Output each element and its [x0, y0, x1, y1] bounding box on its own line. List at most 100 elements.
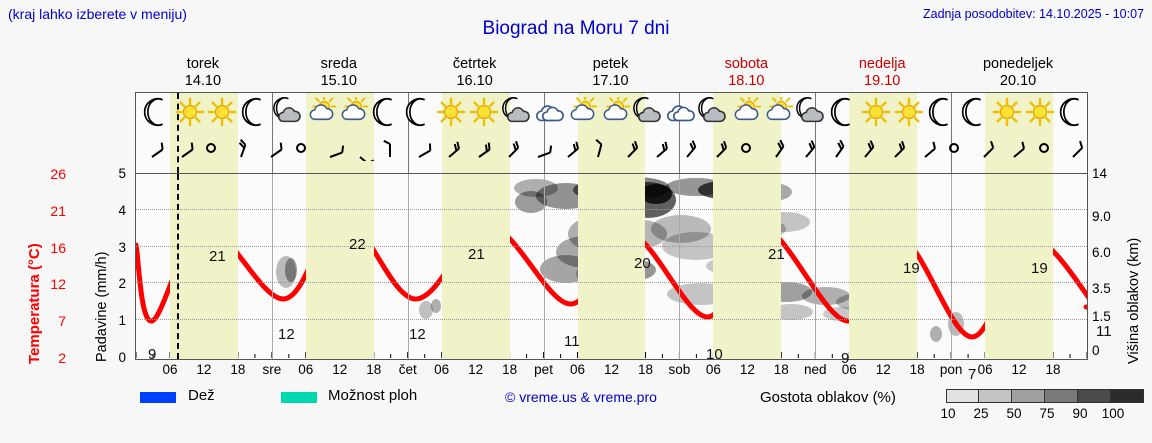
cloud-height-tick-4: 1.5 — [1092, 309, 1111, 324]
page-title: Biograd na Moru 7 dni — [482, 18, 670, 39]
temperature-value-label: 10 — [706, 346, 723, 363]
cloud-density-swatch-1 — [979, 389, 1012, 403]
wind-barb-4 — [256, 135, 290, 165]
daylight-band-4 — [713, 174, 782, 359]
cloud-height-axis: Višina oblakov (km) — [1122, 168, 1148, 368]
weather-icon-moon-28 — [1058, 97, 1088, 131]
wind-barb-9 — [404, 135, 438, 165]
wind-barb-31 — [1058, 135, 1092, 165]
day-separator-4 — [679, 174, 681, 359]
x-tick-label-7: čet — [398, 362, 417, 377]
wind-barb-23 — [821, 135, 855, 165]
wind-barb-19 — [702, 135, 736, 165]
weather-icon-moon-cloud-20 — [796, 97, 826, 131]
x-tick-label-4: 06 — [298, 362, 314, 377]
temperature-axis: Temperatura (°C) — [4, 168, 43, 368]
copyright-link[interactable]: © vreme.us & vreme.pro — [505, 389, 657, 405]
daylight-band-3 — [577, 174, 646, 359]
cloud-density-legend-label: Gostota oblakov (%) — [760, 389, 896, 406]
wind-barb-0 — [137, 135, 171, 165]
weather-icon-sun-22 — [861, 97, 891, 131]
weather-icon-moon-24 — [927, 97, 957, 131]
cloud-density-swatch-3 — [1045, 389, 1078, 403]
precipitation-axis: Padavine (mm/h) — [74, 168, 110, 368]
day-header-3: petek 17.10 — [543, 56, 679, 90]
day-header-6: ponedeljek 20.10 — [950, 56, 1086, 90]
weather-icon-sun-cloud-6 — [338, 97, 369, 131]
temperature-value-label: 12 — [278, 326, 295, 343]
temperature-value-label: 19 — [1031, 260, 1048, 277]
x-tick-label-19: ned — [804, 362, 827, 377]
wind-barb-11 — [464, 135, 498, 165]
x-tick-label-3: sre — [262, 362, 282, 377]
precipitation-tick-0: 5 — [118, 166, 126, 181]
weather-icon-sun-26 — [992, 97, 1022, 131]
x-tick-label-26: 18 — [1045, 362, 1061, 377]
weather-icon-sun-9 — [436, 97, 466, 131]
wind-barb-26 — [910, 135, 944, 165]
wind-barb-27 — [939, 135, 973, 165]
cloud-density-step-5: 100 — [1101, 406, 1125, 421]
x-tick-label-11: pet — [534, 362, 553, 377]
daylight-band-1 — [305, 174, 374, 359]
cloud-height-tick-2: 6.0 — [1092, 245, 1111, 260]
cloud-height-tick-1: 9.0 — [1092, 209, 1111, 224]
x-tick-label-6: 18 — [366, 362, 382, 377]
temperature-value-label: 7 — [968, 366, 977, 383]
current-time-marker-icons — [177, 93, 179, 173]
day-separator-3 — [543, 93, 545, 173]
wind-barb-29 — [999, 135, 1033, 165]
wind-barb-22 — [791, 135, 825, 165]
weather-icon-moon-7 — [371, 97, 401, 131]
weather-icon-cloud-16 — [665, 97, 696, 131]
cloud-density-swatch-4 — [1078, 389, 1111, 403]
x-tick-label-16: 06 — [705, 362, 721, 377]
forecast-plot-area — [135, 174, 1088, 360]
weather-icon-sun-cloud-5 — [306, 97, 336, 131]
temperature-tick-2: 16 — [50, 239, 66, 256]
weather-icon-sun-10 — [469, 97, 499, 131]
temperature-tick-5: 2 — [58, 350, 66, 366]
last-updated-text: Zadnja posodobitev: 14.10.2025 - 10:07 — [922, 7, 1144, 21]
x-tick-label-12: 06 — [570, 362, 586, 377]
day-date: 16.10 — [456, 73, 493, 89]
daylight-band-6 — [985, 174, 1054, 359]
temperature-tick-1: 21 — [50, 202, 66, 219]
day-separator-2 — [407, 174, 409, 359]
precipitation-tick-2: 3 — [118, 239, 126, 255]
wind-barb-20 — [731, 135, 765, 165]
cloud-density-swatch-5 — [1111, 389, 1144, 403]
weather-icon-sun-1 — [175, 97, 205, 131]
rain-legend-label: Dež — [188, 387, 215, 404]
x-tick-label-20: 06 — [841, 362, 857, 377]
daylight-band-5 — [849, 174, 918, 359]
showers-legend-swatch — [281, 392, 317, 403]
location-menu-note: (kraj lahko izberete v meniju) — [8, 6, 187, 22]
x-tick-label-18: 18 — [773, 362, 789, 377]
weather-icon-moon-cloud-4 — [272, 97, 303, 131]
weather-icon-moon-21 — [829, 97, 859, 131]
day-date: 18.10 — [728, 73, 765, 89]
x-tick-label-17: 12 — [739, 362, 755, 377]
precipitation-axis-label: Padavine (mm/h) — [94, 251, 110, 362]
weather-icon-cloud-12 — [534, 97, 565, 131]
wind-barb-12 — [494, 135, 528, 165]
cloud-height-tick-5: 0 — [1092, 343, 1100, 358]
wind-barb-6 — [315, 135, 349, 165]
day-date: 14.10 — [184, 73, 222, 89]
rain-legend-swatch — [140, 392, 176, 403]
gridline-4 — [136, 208, 1087, 210]
cloud-density-step-3: 75 — [1039, 406, 1055, 421]
weather-icon-moon-cloud-15 — [632, 97, 663, 131]
day-name: ponedeljek — [982, 56, 1054, 72]
weather-icon-sun-27 — [1025, 97, 1055, 131]
daylight-band-0 — [169, 174, 238, 359]
x-tick-label-24: 06 — [977, 362, 993, 377]
day-name: nedelja — [858, 56, 906, 72]
weather-icon-moon-3 — [240, 97, 270, 131]
day-separator-5 — [815, 93, 817, 173]
cloud-density-step-2: 50 — [1006, 406, 1022, 421]
weather-icon-moon-25 — [960, 97, 990, 131]
temperature-value-label: 9 — [148, 346, 157, 363]
x-tick-label-23: pon — [939, 362, 963, 377]
